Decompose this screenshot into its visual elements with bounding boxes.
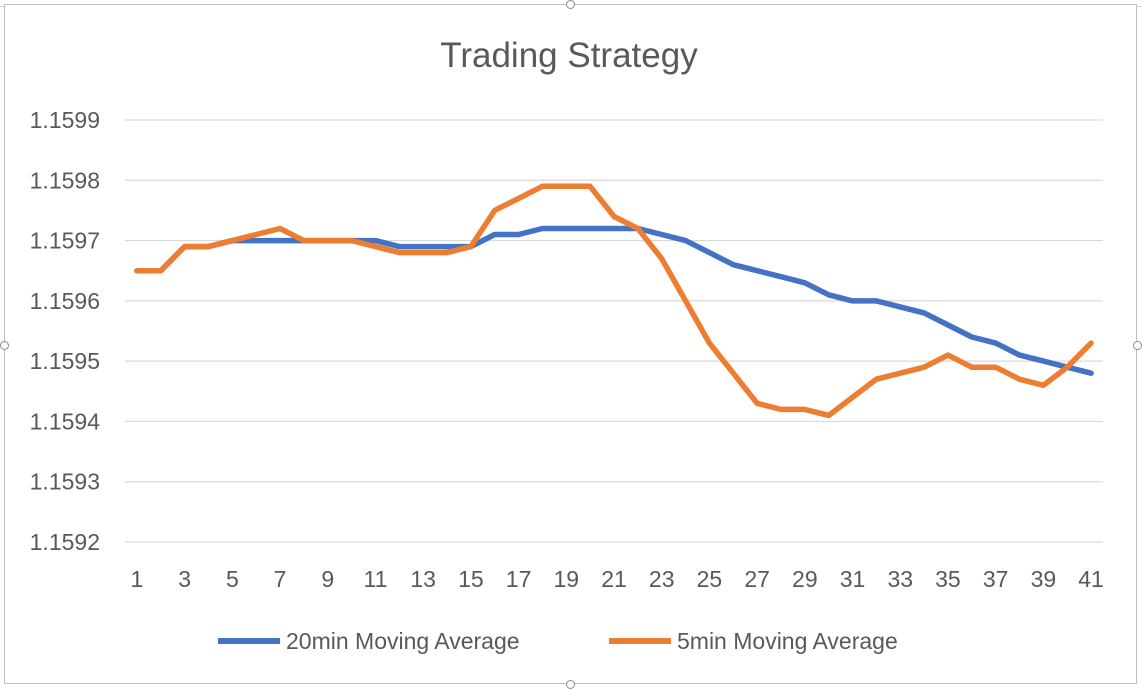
legend: 20min Moving Average 5min Moving Average xyxy=(218,628,898,654)
x-tick-label: 11 xyxy=(364,566,388,592)
x-tick-label: 17 xyxy=(506,566,532,592)
x-tick-label: 25 xyxy=(697,566,723,592)
y-tick-label: 1.1599 xyxy=(30,107,100,133)
x-tick-label: 19 xyxy=(553,566,579,592)
x-tick-label: 3 xyxy=(178,566,191,592)
y-tick-label: 1.1595 xyxy=(30,348,100,374)
x-tick-label: 13 xyxy=(410,566,436,592)
y-tick-label: 1.1596 xyxy=(30,288,100,314)
x-tick-label: 33 xyxy=(887,566,913,592)
y-tick-label: 1.1592 xyxy=(30,529,100,555)
x-tick-label: 29 xyxy=(792,566,818,592)
series-line[interactable] xyxy=(134,183,1094,419)
y-axis-tick-labels: 1.1599 1.1598 1.1597 1.1596 1.1595 1.1594 1.15… xyxy=(30,107,101,555)
x-axis-tick-labels: 1 3 5 7 9 11 13 15 17 19 21 23 25 27 29 31 33 35 37 39 41 xyxy=(131,566,1104,592)
x-tick-label: 27 xyxy=(744,566,770,592)
x-tick-label: 37 xyxy=(983,566,1009,592)
x-tick-label: 15 xyxy=(458,566,484,592)
x-tick-label: 39 xyxy=(1031,566,1057,592)
series-line[interactable] xyxy=(134,225,1094,376)
resize-handle-top[interactable] xyxy=(566,0,575,9)
x-tick-label: 41 xyxy=(1078,566,1104,592)
x-tick-label: 21 xyxy=(601,566,627,592)
x-tick-label: 7 xyxy=(274,566,287,592)
x-tick-label: 5 xyxy=(226,566,239,592)
chart-title: Trading Strategy xyxy=(440,36,698,75)
chart-area[interactable] xyxy=(4,4,1137,684)
y-tick-label: 1.1594 xyxy=(30,408,101,434)
resize-handle-left[interactable] xyxy=(0,341,9,350)
x-tick-label: 35 xyxy=(935,566,961,592)
y-tick-label: 1.1593 xyxy=(30,469,100,495)
x-tick-label: 9 xyxy=(321,566,334,592)
x-tick-label: 1 xyxy=(131,566,144,592)
y-tick-label: 1.1597 xyxy=(30,228,100,254)
legend-label: 5min Moving Average xyxy=(677,628,898,654)
x-tick-label: 23 xyxy=(649,566,675,592)
series-lines xyxy=(134,183,1094,419)
y-tick-label: 1.1598 xyxy=(30,167,100,193)
legend-label: 20min Moving Average xyxy=(286,628,520,654)
x-tick-label: 31 xyxy=(840,566,866,592)
